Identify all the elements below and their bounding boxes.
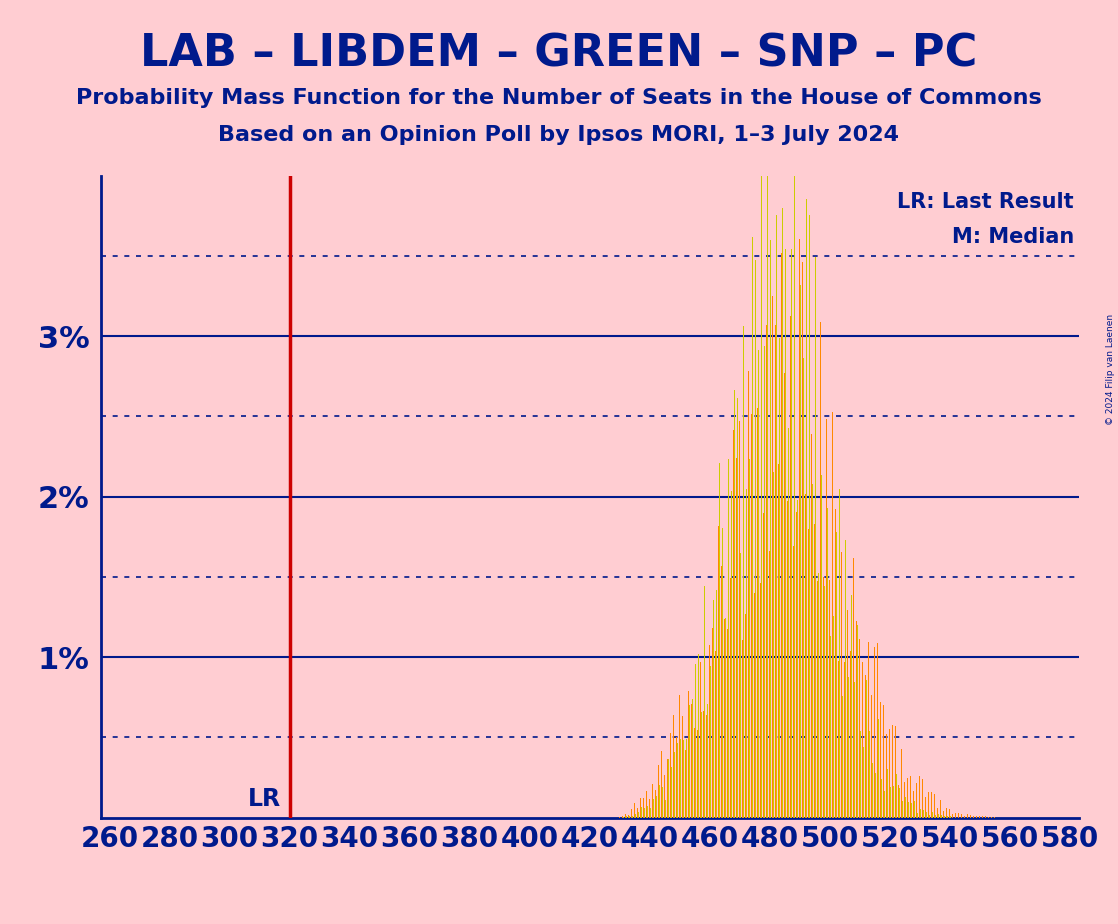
Text: LR: Last Result: LR: Last Result bbox=[898, 191, 1074, 212]
Text: M: Median: M: Median bbox=[951, 227, 1074, 247]
Text: Based on an Opinion Poll by Ipsos MORI, 1–3 July 2024: Based on an Opinion Poll by Ipsos MORI, … bbox=[218, 125, 900, 145]
Text: LR: LR bbox=[247, 787, 281, 811]
Text: LAB – LIBDEM – GREEN – SNP – PC: LAB – LIBDEM – GREEN – SNP – PC bbox=[141, 32, 977, 76]
Text: © 2024 Filip van Laenen: © 2024 Filip van Laenen bbox=[1106, 314, 1115, 425]
Text: Probability Mass Function for the Number of Seats in the House of Commons: Probability Mass Function for the Number… bbox=[76, 88, 1042, 108]
